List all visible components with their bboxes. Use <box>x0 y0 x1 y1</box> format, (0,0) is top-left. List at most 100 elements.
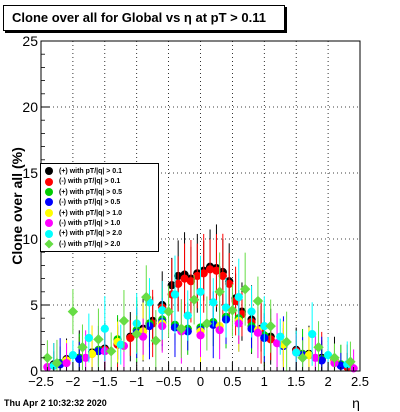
x-tick-label: 0.5 <box>223 374 241 389</box>
legend-entry: (-) with pT/|q| > 1.0 <box>45 219 120 229</box>
data-point <box>225 279 234 288</box>
data-point <box>186 277 196 286</box>
data-point <box>163 306 174 317</box>
x-tick-label: 1.5 <box>287 374 305 389</box>
legend-marker-icon <box>45 208 53 217</box>
legend-marker-icon <box>45 187 53 196</box>
data-point <box>239 283 251 295</box>
data-point <box>87 349 97 358</box>
data-point <box>221 303 231 312</box>
data-point <box>218 271 227 281</box>
data-point <box>196 287 205 296</box>
data-point <box>51 357 63 369</box>
data-point <box>126 333 135 343</box>
data-point <box>329 352 340 364</box>
data-point <box>84 333 93 343</box>
data-point <box>67 306 79 317</box>
y-axis-label: Clone over all (%) <box>9 147 25 264</box>
data-point <box>292 348 301 357</box>
legend-label: (+) with pT/|q| > 2.0 <box>59 230 123 238</box>
data-point <box>214 286 225 298</box>
y-tick-label: 15 <box>22 165 38 181</box>
legend-marker-icon <box>45 219 53 228</box>
data-point <box>174 279 183 288</box>
x-tick-label: −0.5 <box>156 374 182 389</box>
data-point <box>188 294 200 305</box>
data-point <box>297 352 308 364</box>
x-tick-label: 1 <box>261 374 268 389</box>
x-tick-label: −1 <box>129 374 144 389</box>
data-point <box>77 342 88 353</box>
legend-label: (+) with pT/|q| > 1.0 <box>59 209 123 217</box>
data-point <box>313 342 324 353</box>
legend-marker-icon <box>44 239 54 249</box>
data-point <box>234 292 243 302</box>
data-point <box>311 353 320 362</box>
legend-entry: (+) with pT/|q| > 2.0 <box>45 229 122 239</box>
data-point <box>308 329 317 339</box>
legend-entry: (+) with pT/|q| > 1.0 <box>45 208 123 219</box>
y-tick-label: 25 <box>22 33 38 49</box>
data-point <box>100 324 109 333</box>
data-point <box>116 340 125 349</box>
data-point <box>176 323 187 334</box>
data-point <box>42 352 53 364</box>
data-point <box>227 305 238 316</box>
legend-label: (-) with pT/|q| > 0.1 <box>59 178 121 186</box>
x-tick-label: 0 <box>197 374 204 389</box>
x-tick-label: 2 <box>324 374 331 389</box>
data-point <box>345 356 356 367</box>
x-tick-label: 2.5 <box>351 374 369 389</box>
legend-label: (-) with pT/|q| > 1.0 <box>59 220 121 227</box>
data-point <box>118 315 130 327</box>
data-point <box>201 318 213 329</box>
data-point <box>68 351 78 360</box>
legend: (+) with pT/|q| > 0.1 (-) with pT/|q| > 0… <box>40 163 159 252</box>
legend-label: (-) with pT/|q| > 0.5 <box>59 199 121 207</box>
data-point <box>196 331 205 340</box>
x-tick-label: −2 <box>65 374 80 389</box>
data-point <box>265 320 276 332</box>
y-tick-label: 5 <box>30 297 38 313</box>
data-point <box>276 332 285 341</box>
data-point <box>81 353 90 362</box>
data-point <box>247 307 256 316</box>
legend-entry: (+) with pT/|q| > 0.1 <box>45 167 122 177</box>
legend-label: (+) with pT/|q| > 0.5 <box>59 188 123 196</box>
data-point <box>62 358 71 368</box>
legend-marker-icon <box>45 198 53 207</box>
legend-label: (-) with pT/|q| > 2.0 <box>59 240 121 248</box>
data-point <box>150 335 162 346</box>
x-tick-label: −2.5 <box>28 374 54 389</box>
legend-entry: (-) with pT/|q| > 0.5 <box>45 198 120 208</box>
data-point <box>272 339 282 348</box>
data-point <box>131 328 142 340</box>
data-point <box>281 336 292 348</box>
y-tick-label: 0 <box>30 363 38 379</box>
data-point <box>209 298 218 307</box>
data-point <box>253 328 263 337</box>
chart-title: Clone over all for Global vs η at pT > 0… <box>12 10 266 25</box>
x-tick-label: −1.5 <box>92 374 118 389</box>
y-tick-label: 20 <box>22 99 38 115</box>
data-point <box>199 269 208 278</box>
data-point <box>93 334 104 345</box>
legend-entry: (-) with pT/|q| > 0.1 <box>45 177 120 187</box>
legend-marker-icon <box>45 177 53 186</box>
data-point <box>105 345 117 357</box>
title-box <box>3 5 285 31</box>
legend-entry: (+) with pT/|q| > 0.5 <box>45 187 123 198</box>
data-point <box>324 351 333 360</box>
legend-entry: (-) with pT/|q| > 2.0 <box>44 239 121 250</box>
legend-label: (+) with pT/|q| > 0.1 <box>59 168 123 175</box>
legend-marker-icon <box>45 229 53 238</box>
data-point <box>183 311 192 320</box>
data-point <box>252 295 264 307</box>
data-point <box>138 332 148 341</box>
data-point <box>170 290 180 299</box>
legend-marker-icon <box>45 167 53 176</box>
x-axis-label: η <box>352 395 360 411</box>
footer-timestamp: Thu Apr 2 10:32:32 2020 <box>4 398 107 408</box>
y-tick-label: 10 <box>22 231 38 247</box>
